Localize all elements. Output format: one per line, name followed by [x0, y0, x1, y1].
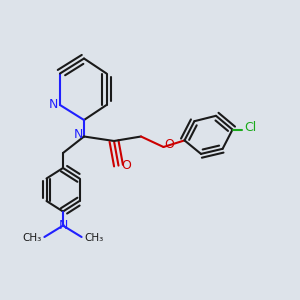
Text: CH₃: CH₃: [84, 233, 103, 243]
Text: N: N: [58, 219, 68, 232]
Text: CH₃: CH₃: [23, 233, 42, 243]
Text: N: N: [49, 98, 58, 112]
Text: O: O: [165, 138, 174, 151]
Text: Cl: Cl: [244, 121, 256, 134]
Text: N: N: [74, 128, 83, 141]
Text: O: O: [121, 159, 131, 172]
